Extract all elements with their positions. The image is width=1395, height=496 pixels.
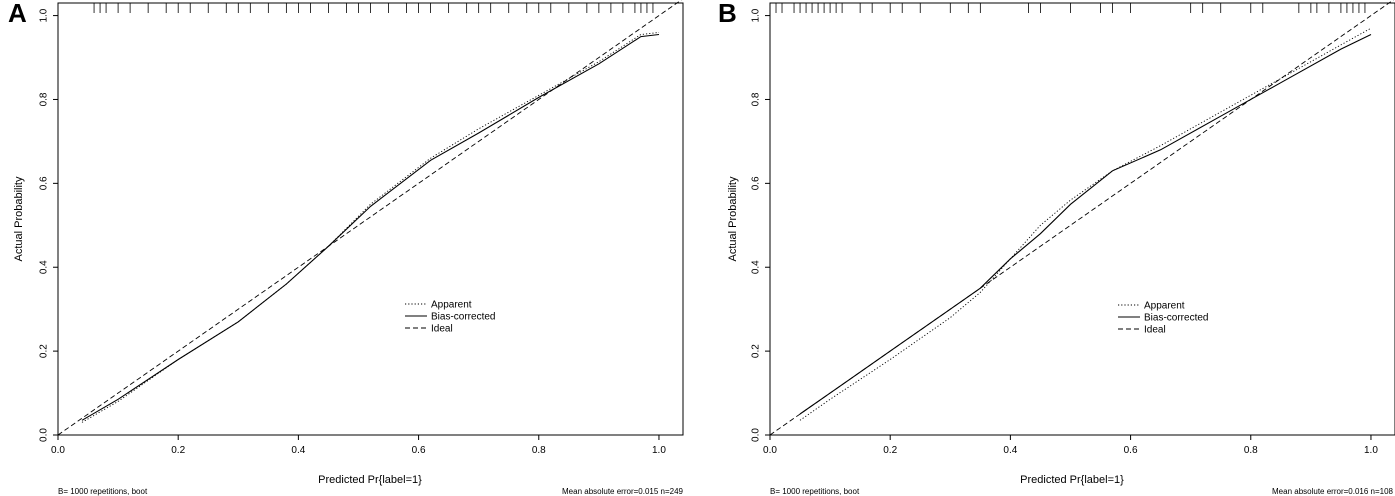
x-tick-label-b: 0.2	[883, 445, 897, 456]
y-tick-label-a: 0.6	[39, 176, 50, 190]
y-tick-label-b: 0.4	[751, 260, 762, 274]
y-axis-title-a: Actual Probability	[13, 176, 25, 261]
y-tick-label-a: 0.2	[39, 344, 50, 358]
x-tick-label-a: 0.0	[51, 445, 65, 456]
plot-frame-a	[57, 2, 684, 436]
x-axis-title-a: Predicted Pr{label=1}	[318, 474, 422, 486]
y-tick-label-b: 1.0	[751, 8, 762, 22]
x-tick-label-b: 0.6	[1124, 445, 1138, 456]
legend-label-b: Ideal	[1144, 325, 1166, 336]
footnote-left-b: B= 1000 repetitions, boot	[770, 487, 860, 496]
series-line-apparent-a	[81, 31, 660, 423]
x-tick-label-a: 0.4	[291, 445, 305, 456]
x-tick-label-b: 0.4	[1003, 445, 1017, 456]
x-tick-label-a: 0.6	[412, 445, 426, 456]
legend-label-a: Bias-corrected	[431, 312, 495, 323]
legend-label-a: Ideal	[431, 324, 453, 335]
plot-frame-b	[769, 2, 1395, 436]
panel-a: A Predicted Pr{label=1} Actual Probabili…	[8, 0, 684, 496]
series-line-bias-corrected-b	[799, 34, 1372, 415]
series-line-apparent-b	[799, 27, 1372, 421]
y-tick-label-b: 0.0	[751, 428, 762, 442]
panel-letter-a: A	[8, 0, 27, 28]
series-line-ideal-b	[769, 0, 1395, 436]
x-axis-title-b: Predicted Pr{label=1}	[1020, 474, 1124, 486]
x-tick-label-b: 1.0	[1364, 445, 1378, 456]
y-tick-label-a: 0.8	[39, 92, 50, 106]
x-tick-label-a: 0.8	[532, 445, 546, 456]
y-tick-label-b: 0.8	[751, 92, 762, 106]
legend-label-b: Apparent	[1144, 301, 1185, 312]
y-tick-label-a: 0.0	[39, 428, 50, 442]
x-tick-label-a: 1.0	[652, 445, 666, 456]
y-tick-label-b: 0.6	[751, 176, 762, 190]
y-tick-label-b: 0.2	[751, 344, 762, 358]
footnote-right-b: Mean absolute error=0.016 n=108	[1272, 487, 1394, 496]
x-tick-label-b: 0.0	[763, 445, 777, 456]
footnote-right-a: Mean absolute error=0.015 n=249	[562, 487, 684, 496]
x-tick-label-a: 0.2	[171, 445, 185, 456]
x-tick-label-b: 0.8	[1244, 445, 1258, 456]
y-tick-label-a: 0.4	[39, 260, 50, 274]
series-line-bias-corrected-a	[81, 33, 660, 421]
footnote-left-a: B= 1000 repetitions, boot	[58, 487, 148, 496]
legend-label-b: Bias-corrected	[1144, 313, 1208, 324]
y-tick-label-a: 1.0	[39, 8, 50, 22]
panel-letter-b: B	[718, 0, 737, 28]
y-axis-title-b: Actual Probability	[727, 176, 739, 261]
series-line-ideal-a	[57, 0, 683, 436]
panel-b: B Predicted Pr{label=1} Actual Probabili…	[718, 0, 1395, 496]
chart-marks: 0.0 0.2 0.4 0.6 0.8 1.0 0.0 0.2 0.4 0.6 0.8 1.0 Appa…	[39, 0, 1395, 456]
legend-label-a: Apparent	[431, 300, 472, 311]
